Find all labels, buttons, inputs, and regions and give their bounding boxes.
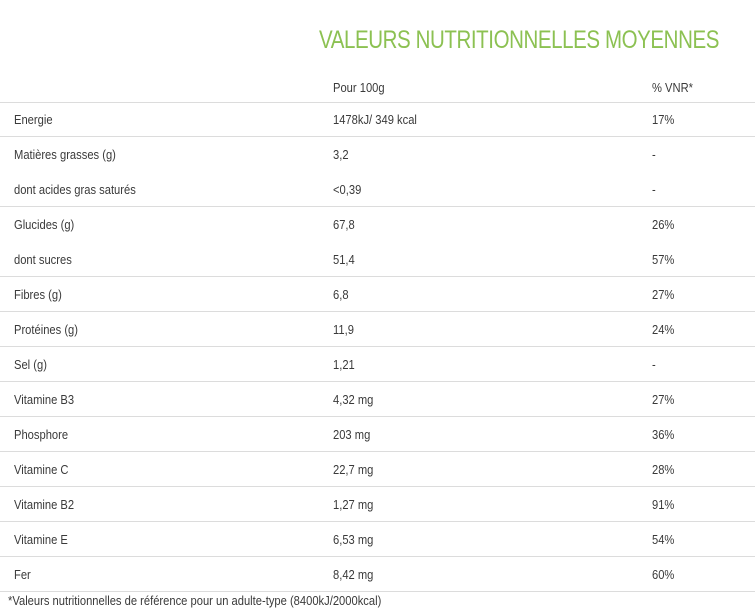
table-row: Fibres (g) 6,8 27% xyxy=(0,277,755,312)
nutrient-name: Protéines (g) xyxy=(14,321,79,337)
table-row: Protéines (g) 11,9 24% xyxy=(0,312,755,347)
nutrient-vnr: - xyxy=(652,356,656,372)
nutrient-value: 203 mg xyxy=(333,426,371,442)
table-row: Sel (g) 1,21 - xyxy=(0,347,755,382)
nutrient-name: Vitamine C xyxy=(14,461,69,477)
nutrient-vnr: 27% xyxy=(652,391,675,407)
nutrient-value: 1,21 xyxy=(333,356,355,372)
table-row: Vitamine B3 4,32 mg 27% xyxy=(0,382,755,417)
nutrient-value: 51,4 xyxy=(333,251,355,267)
nutrient-value: 1,27 mg xyxy=(333,496,374,512)
nutrient-value: 6,8 xyxy=(333,286,349,302)
nutrient-value: 8,42 mg xyxy=(333,566,374,582)
nutrient-value: 1478kJ/ 349 kcal xyxy=(333,111,417,127)
table-row: Matières grasses (g) 3,2 - xyxy=(0,137,755,172)
table-row: dont acides gras saturés <0,39 - xyxy=(0,172,755,207)
nutrient-name: Sel (g) xyxy=(14,356,47,372)
nutrient-name: Glucides (g) xyxy=(14,216,75,232)
nutrient-vnr: - xyxy=(652,181,656,197)
footnote: *Valeurs nutritionnelles de référence po… xyxy=(8,593,382,608)
nutrient-name: Fer xyxy=(14,566,31,582)
nutrient-vnr: 28% xyxy=(652,461,675,477)
nutrient-vnr: 27% xyxy=(652,286,675,302)
nutrient-value: 22,7 mg xyxy=(333,461,374,477)
table-row: Phosphore 203 mg 36% xyxy=(0,417,755,452)
nutrient-value: 6,53 mg xyxy=(333,531,374,547)
header-per-100g: Pour 100g xyxy=(333,79,385,95)
table-title: VALEURS NUTRITIONNELLES MOYENNES xyxy=(319,26,720,54)
nutrient-name: Energie xyxy=(14,111,53,127)
nutrient-value: 11,9 xyxy=(333,321,354,337)
table-row: Glucides (g) 67,8 26% xyxy=(0,207,755,242)
table-row: Energie 1478kJ/ 349 kcal 17% xyxy=(0,102,755,137)
nutrient-name: Phosphore xyxy=(14,426,69,442)
nutrient-name: Fibres (g) xyxy=(14,286,62,302)
nutrient-value: 3,2 xyxy=(333,146,349,162)
header-vnr: % VNR* xyxy=(652,79,694,95)
nutrient-vnr: 54% xyxy=(652,531,675,547)
nutrient-name: Matières grasses (g) xyxy=(14,146,116,162)
nutrient-vnr: 26% xyxy=(652,216,675,232)
table-row: Vitamine C 22,7 mg 28% xyxy=(0,452,755,487)
nutrient-vnr: 57% xyxy=(652,251,675,267)
table-row: dont sucres 51,4 57% xyxy=(0,242,755,277)
nutrient-name: Vitamine B3 xyxy=(14,391,75,407)
nutrient-vnr: 24% xyxy=(652,321,675,337)
nutrient-vnr: 17% xyxy=(652,111,675,127)
nutrient-name: Vitamine E xyxy=(14,531,68,547)
nutrient-value: <0,39 xyxy=(333,181,362,197)
nutrient-vnr: 36% xyxy=(652,426,675,442)
nutrient-vnr: 60% xyxy=(652,566,675,582)
nutrient-name: dont sucres xyxy=(14,251,72,267)
table-header: Pour 100g % VNR* xyxy=(0,72,755,103)
table-row: Fer 8,42 mg 60% xyxy=(0,557,755,592)
nutrient-vnr: 91% xyxy=(652,496,675,512)
table-row: Vitamine B2 1,27 mg 91% xyxy=(0,487,755,522)
table-row: Vitamine E 6,53 mg 54% xyxy=(0,522,755,557)
nutrient-value: 67,8 xyxy=(333,216,355,232)
nutrition-table-body: Energie 1478kJ/ 349 kcal 17% Matières grass… xyxy=(0,102,755,592)
nutrient-vnr: - xyxy=(652,146,656,162)
nutrient-value: 4,32 mg xyxy=(333,391,374,407)
nutrient-name: dont acides gras saturés xyxy=(14,181,136,197)
nutrient-name: Vitamine B2 xyxy=(14,496,75,512)
